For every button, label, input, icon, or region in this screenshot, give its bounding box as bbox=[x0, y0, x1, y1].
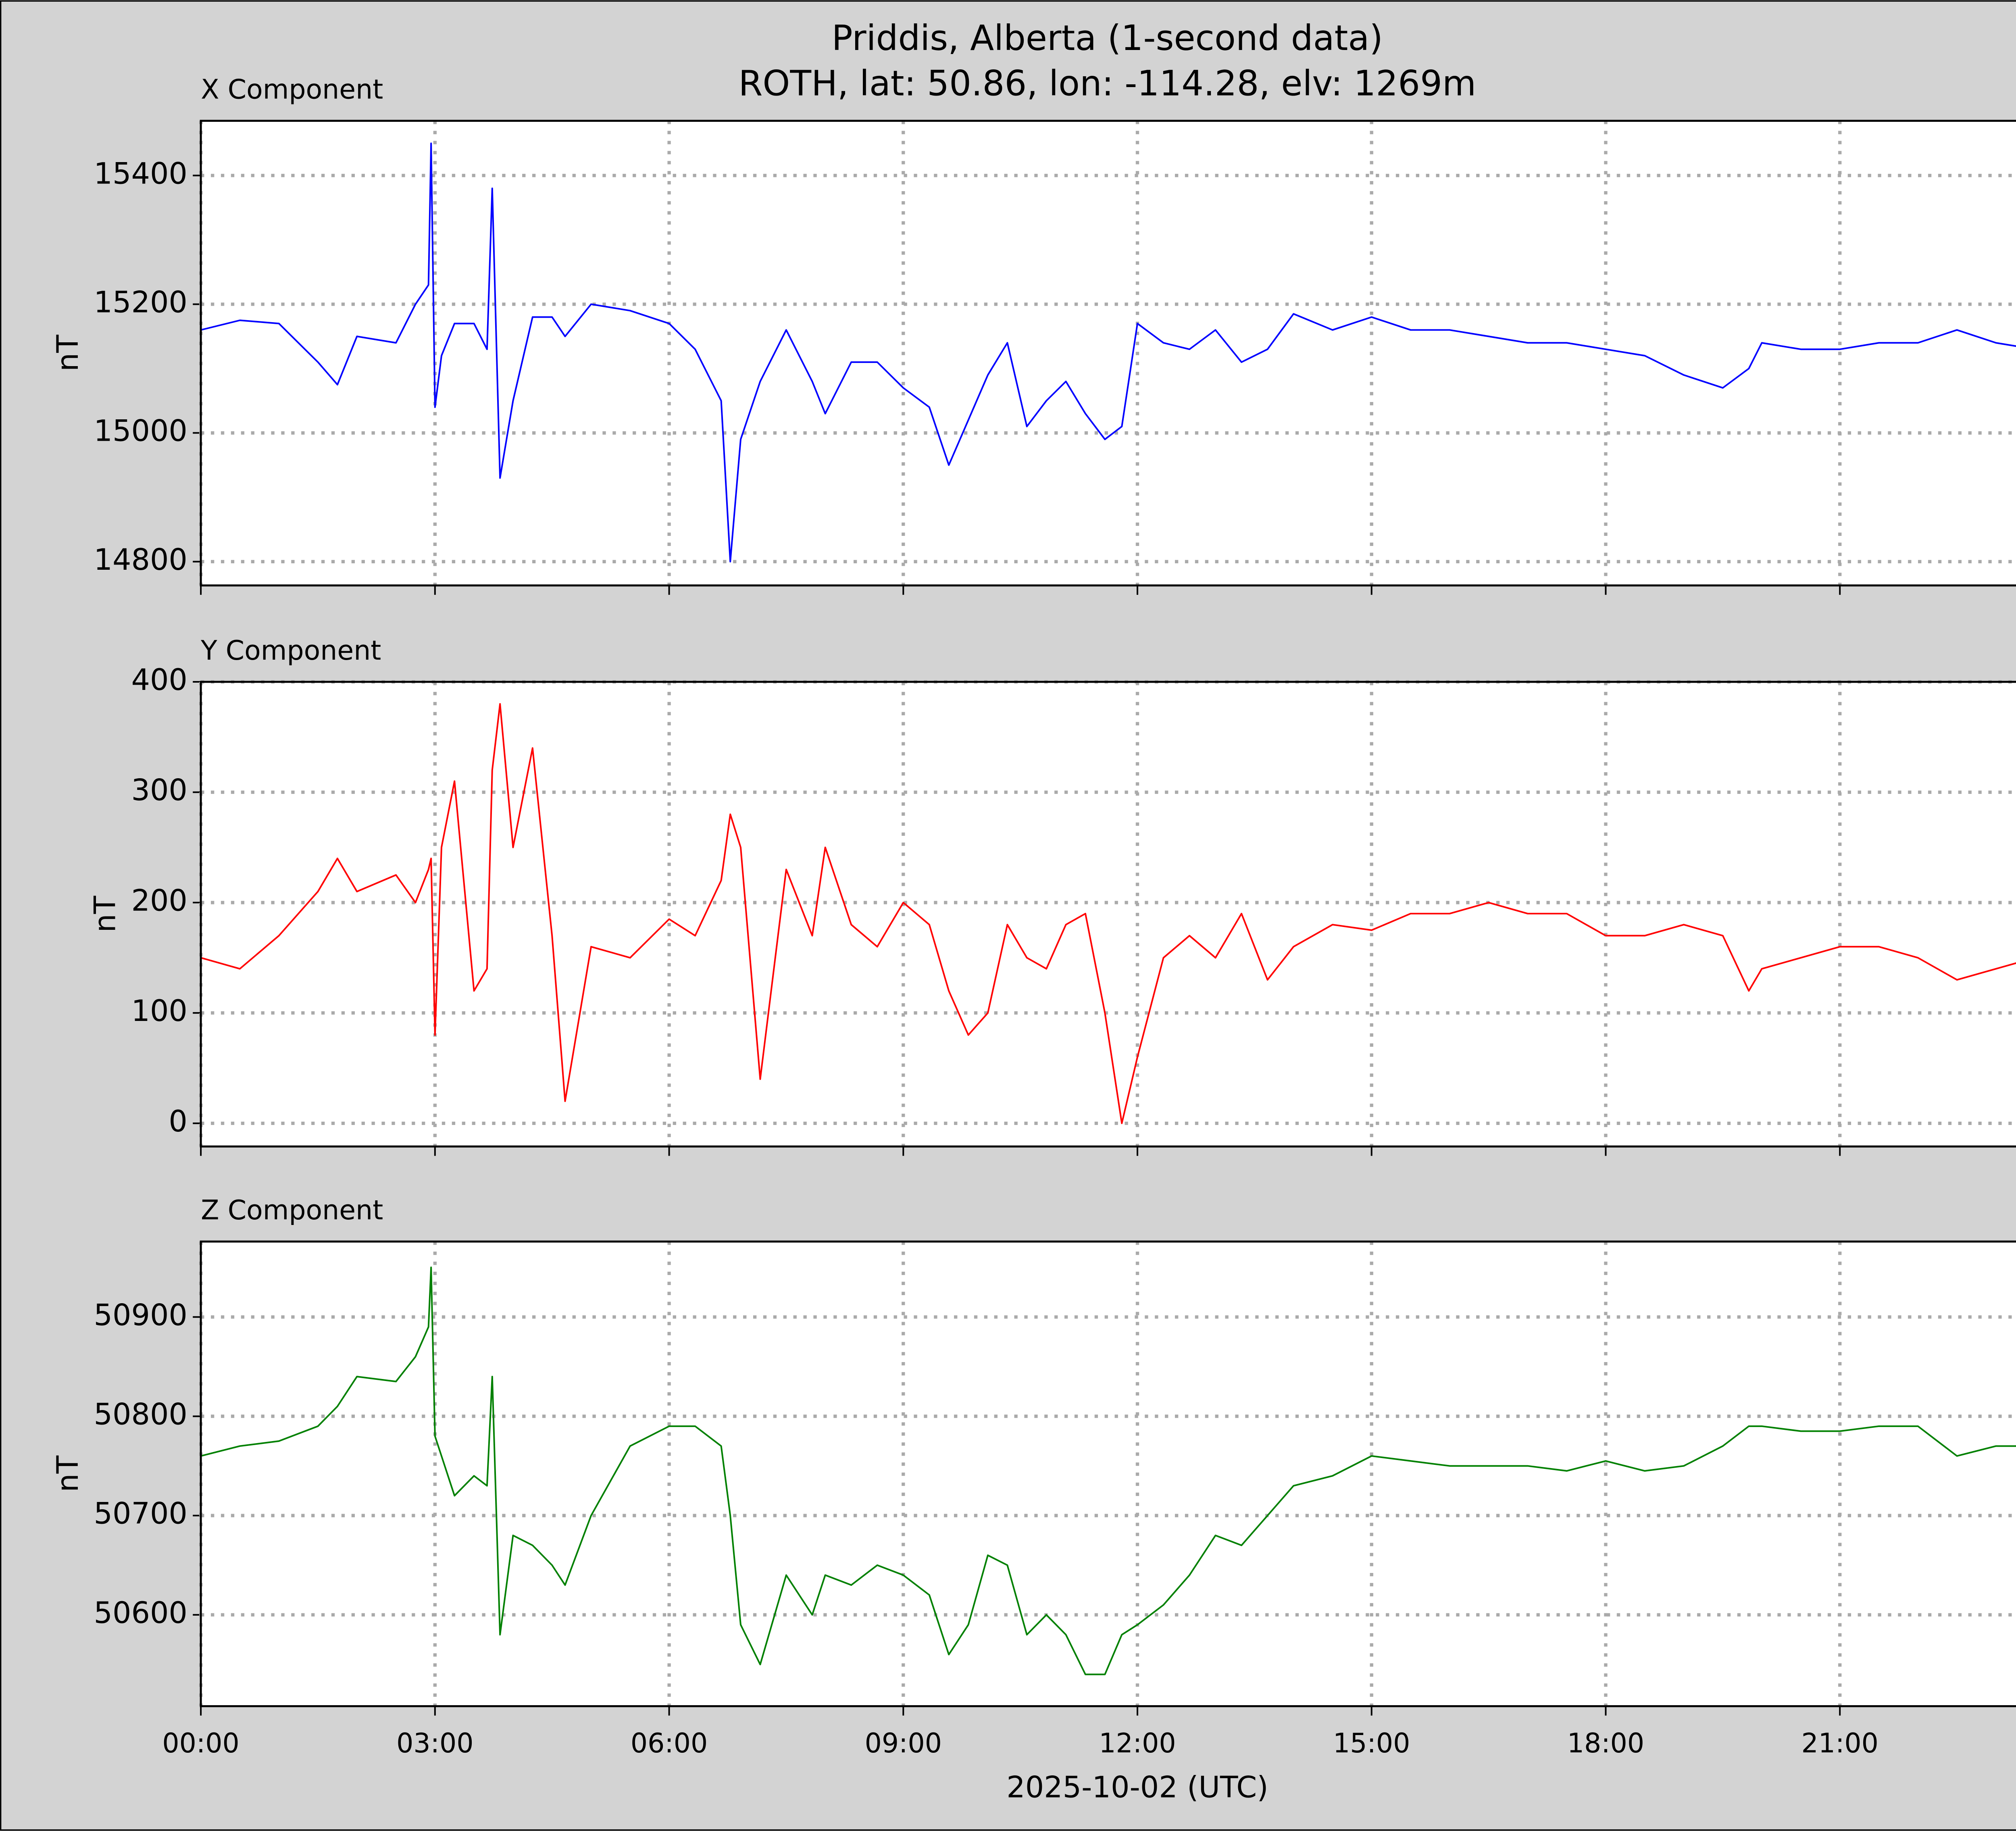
y-tick-label: 50800 bbox=[94, 1397, 187, 1431]
y-tick-label: 50600 bbox=[94, 1596, 187, 1630]
figure-subtitle: ROTH, lat: 50.86, lon: -114.28, elv: 126… bbox=[738, 64, 1476, 104]
y-tick-label: 50900 bbox=[94, 1298, 187, 1332]
x-tick-label: 21:00 bbox=[1801, 1727, 1878, 1759]
x-tick-label: 12:00 bbox=[1099, 1727, 1176, 1759]
plot-area bbox=[201, 682, 2016, 1147]
x-tick-label: 03:00 bbox=[396, 1727, 473, 1759]
y-tick-label: 400 bbox=[131, 663, 187, 697]
y-tick-label: 15400 bbox=[94, 156, 187, 191]
panel-title: X Component bbox=[201, 74, 383, 105]
data-line bbox=[200, 703, 2016, 1124]
panel-title: Z Component bbox=[201, 1194, 383, 1226]
plot-frame bbox=[200, 1240, 2016, 1707]
y-axis-label: nT bbox=[88, 896, 123, 932]
plot-area bbox=[201, 121, 2016, 585]
y-axis-label: nT bbox=[51, 1455, 85, 1492]
y-tick-label: 15200 bbox=[94, 285, 187, 319]
y-tick-label: 100 bbox=[131, 994, 187, 1028]
x-tick-label: 09:00 bbox=[865, 1727, 942, 1759]
y-tick-label: 15000 bbox=[94, 414, 187, 448]
panel-title: Y Component bbox=[200, 635, 381, 666]
data-line bbox=[200, 1266, 2016, 1675]
y-tick-label: 300 bbox=[131, 773, 187, 808]
y-tick-label: 50700 bbox=[94, 1497, 187, 1531]
y-tick-label: 14800 bbox=[94, 543, 187, 577]
x-axis-label: 2025-10-02 (UTC) bbox=[1006, 1770, 1268, 1804]
y-axis-label: nT bbox=[51, 335, 85, 371]
data-line bbox=[200, 142, 2016, 562]
x-tick-label: 00:00 bbox=[162, 1727, 239, 1759]
y-tick-label: 0 bbox=[169, 1104, 187, 1139]
x-tick-label: 18:00 bbox=[1567, 1727, 1644, 1759]
plot-frame bbox=[200, 681, 2016, 1148]
plot-area bbox=[201, 1241, 2016, 1706]
x-tick-label: 06:00 bbox=[631, 1727, 708, 1759]
y-tick-label: 200 bbox=[131, 883, 187, 918]
x-tick-label: 15:00 bbox=[1333, 1727, 1410, 1759]
figure-title: Priddis, Alberta (1-second data) bbox=[832, 18, 1383, 58]
plot-frame bbox=[200, 120, 2016, 587]
